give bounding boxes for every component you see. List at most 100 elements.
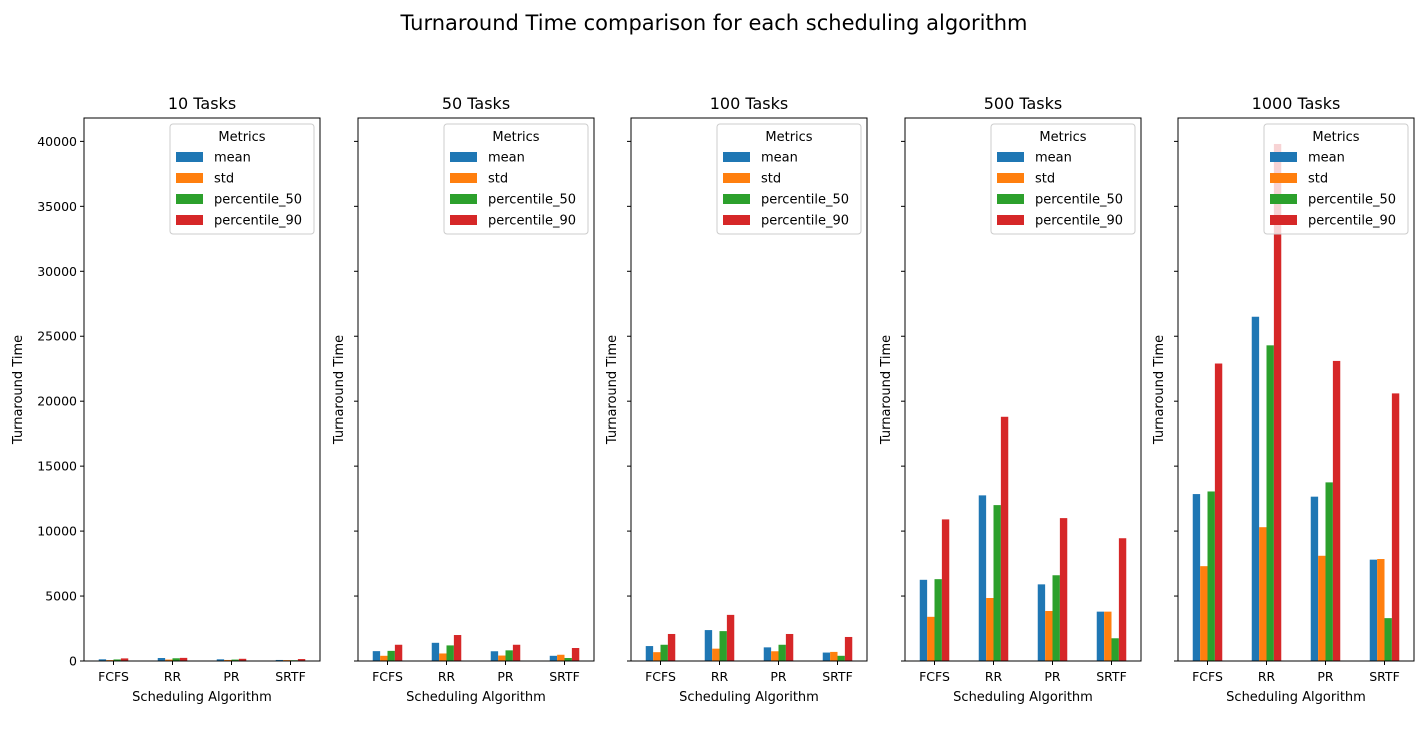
y-tick-label: 10000 <box>37 524 77 539</box>
legend-swatch-percentile_90 <box>176 215 203 225</box>
y-tick-label: 0 <box>69 654 77 669</box>
x-tick-label: RR <box>985 669 1003 684</box>
legend-label-mean: mean <box>761 151 798 166</box>
legend-label-percentile_50: percentile_50 <box>214 193 302 208</box>
legend-label-percentile_90: percentile_90 <box>488 214 576 229</box>
bar-std-RR <box>439 653 447 661</box>
x-tick-label: RR <box>711 669 729 684</box>
bar-percentile_90-RR <box>726 614 735 661</box>
bar-percentile_90-SRTF <box>571 648 580 661</box>
legend-label-percentile_90: percentile_90 <box>1308 214 1396 229</box>
legend-title: Metrics <box>1039 130 1086 145</box>
bar-percentile_50-PR <box>778 644 786 661</box>
legend-swatch-percentile_90 <box>450 215 477 225</box>
legend-frame <box>716 123 862 235</box>
axes-frame <box>83 117 321 662</box>
legend-label-percentile_90: percentile_90 <box>761 214 849 229</box>
x-tick-label: RR <box>164 669 182 684</box>
bar-percentile_50-RR <box>446 645 454 661</box>
legend-swatch-std <box>723 173 750 183</box>
legend-swatch-percentile_50 <box>723 194 750 204</box>
subplot-title: 10 Tasks <box>168 94 236 113</box>
bar-percentile_50-RR <box>993 505 1001 661</box>
axes-frame <box>630 117 868 662</box>
x-axis-label: Scheduling Algorithm <box>953 690 1093 705</box>
bar-std-FCFS <box>380 655 388 661</box>
bar-std-PR <box>1318 555 1326 661</box>
x-axis-label: Scheduling Algorithm <box>406 690 546 705</box>
bar-percentile_90-PR <box>1332 360 1341 661</box>
legend-swatch-percentile_50 <box>450 194 477 204</box>
legend-label-std: std <box>488 172 508 187</box>
x-tick-label: PR <box>770 669 787 684</box>
bar-percentile_50-FCFS <box>660 644 668 661</box>
legend-frame <box>990 123 1136 235</box>
bar-mean-PR <box>216 659 225 661</box>
bar-percentile_50-RR <box>1266 345 1274 661</box>
bar-std-PR <box>771 651 779 661</box>
x-tick-label: SRTF <box>275 669 306 684</box>
bar-percentile_90-SRTF <box>1118 538 1127 661</box>
x-tick-label: FCFS <box>1192 669 1223 684</box>
legend-frame <box>1263 123 1409 235</box>
x-tick-label: SRTF <box>1096 669 1127 684</box>
bar-std-RR <box>1259 527 1267 661</box>
bar-std-FCFS <box>1200 566 1208 661</box>
legend-label-mean: mean <box>488 151 525 166</box>
legend: Metrics mean std percentile_50 percentile_90 <box>716 123 862 235</box>
legend-swatch-percentile_90 <box>1270 215 1297 225</box>
bar-percentile_50-PR <box>231 659 239 661</box>
x-tick-label: RR <box>1258 669 1276 684</box>
y-tick-label: 15000 <box>37 459 77 474</box>
subplot-title: 1000 Tasks <box>1252 94 1341 113</box>
x-tick-label: SRTF <box>822 669 853 684</box>
y-tick-label: 30000 <box>37 264 77 279</box>
legend-swatch-std <box>450 173 477 183</box>
bar-percentile_50-FCFS <box>1207 491 1215 661</box>
legend-swatch-percentile_90 <box>997 215 1024 225</box>
bar-mean-SRTF <box>822 652 831 661</box>
bar-mean-FCFS <box>372 651 381 661</box>
bar-percentile_50-FCFS <box>387 650 395 661</box>
y-tick-label: 35000 <box>37 199 77 214</box>
bar-mean-FCFS <box>98 659 107 661</box>
legend-swatch-mean <box>1270 152 1297 162</box>
y-axis-label: Turnaround Time <box>332 335 347 445</box>
y-axis-label: Turnaround Time <box>1152 335 1167 445</box>
y-axis-label: Turnaround Time <box>605 335 620 445</box>
x-tick-label: FCFS <box>919 669 950 684</box>
bar-mean-RR <box>1251 316 1260 661</box>
bar-percentile_50-SRTF <box>1111 638 1119 661</box>
y-axis-label: Turnaround Time <box>11 335 26 445</box>
legend-swatch-mean <box>723 152 750 162</box>
legend-label-percentile_90: percentile_90 <box>1035 214 1123 229</box>
bar-percentile_50-PR <box>505 650 513 661</box>
y-tick-label: 20000 <box>37 394 77 409</box>
bar-percentile_50-PR <box>1325 482 1333 661</box>
axes-frame <box>904 117 1142 662</box>
legend-label-std: std <box>761 172 781 187</box>
bar-percentile_50-RR <box>719 631 727 661</box>
legend-frame <box>169 123 315 235</box>
bar-std-SRTF <box>830 651 838 661</box>
axes-frame <box>357 117 595 662</box>
legend-frame <box>443 123 589 235</box>
bar-percentile_90-SRTF <box>844 636 853 661</box>
bar-mean-PR <box>490 651 499 661</box>
bar-mean-RR <box>157 658 166 661</box>
bar-mean-FCFS <box>1192 494 1201 661</box>
legend: Metrics mean std percentile_50 percentile_90 <box>169 123 315 235</box>
legend: Metrics mean std percentile_50 percentile_90 <box>990 123 1136 235</box>
bar-percentile_50-FCFS <box>113 659 121 661</box>
bar-mean-PR <box>763 647 772 661</box>
bar-percentile_90-RR <box>453 635 462 661</box>
subplot-title: 500 Tasks <box>984 94 1063 113</box>
legend: Metrics mean std percentile_50 percentile_90 <box>443 123 589 235</box>
bar-percentile_90-SRTF <box>297 659 306 661</box>
bar-percentile_90-FCFS <box>394 644 403 661</box>
